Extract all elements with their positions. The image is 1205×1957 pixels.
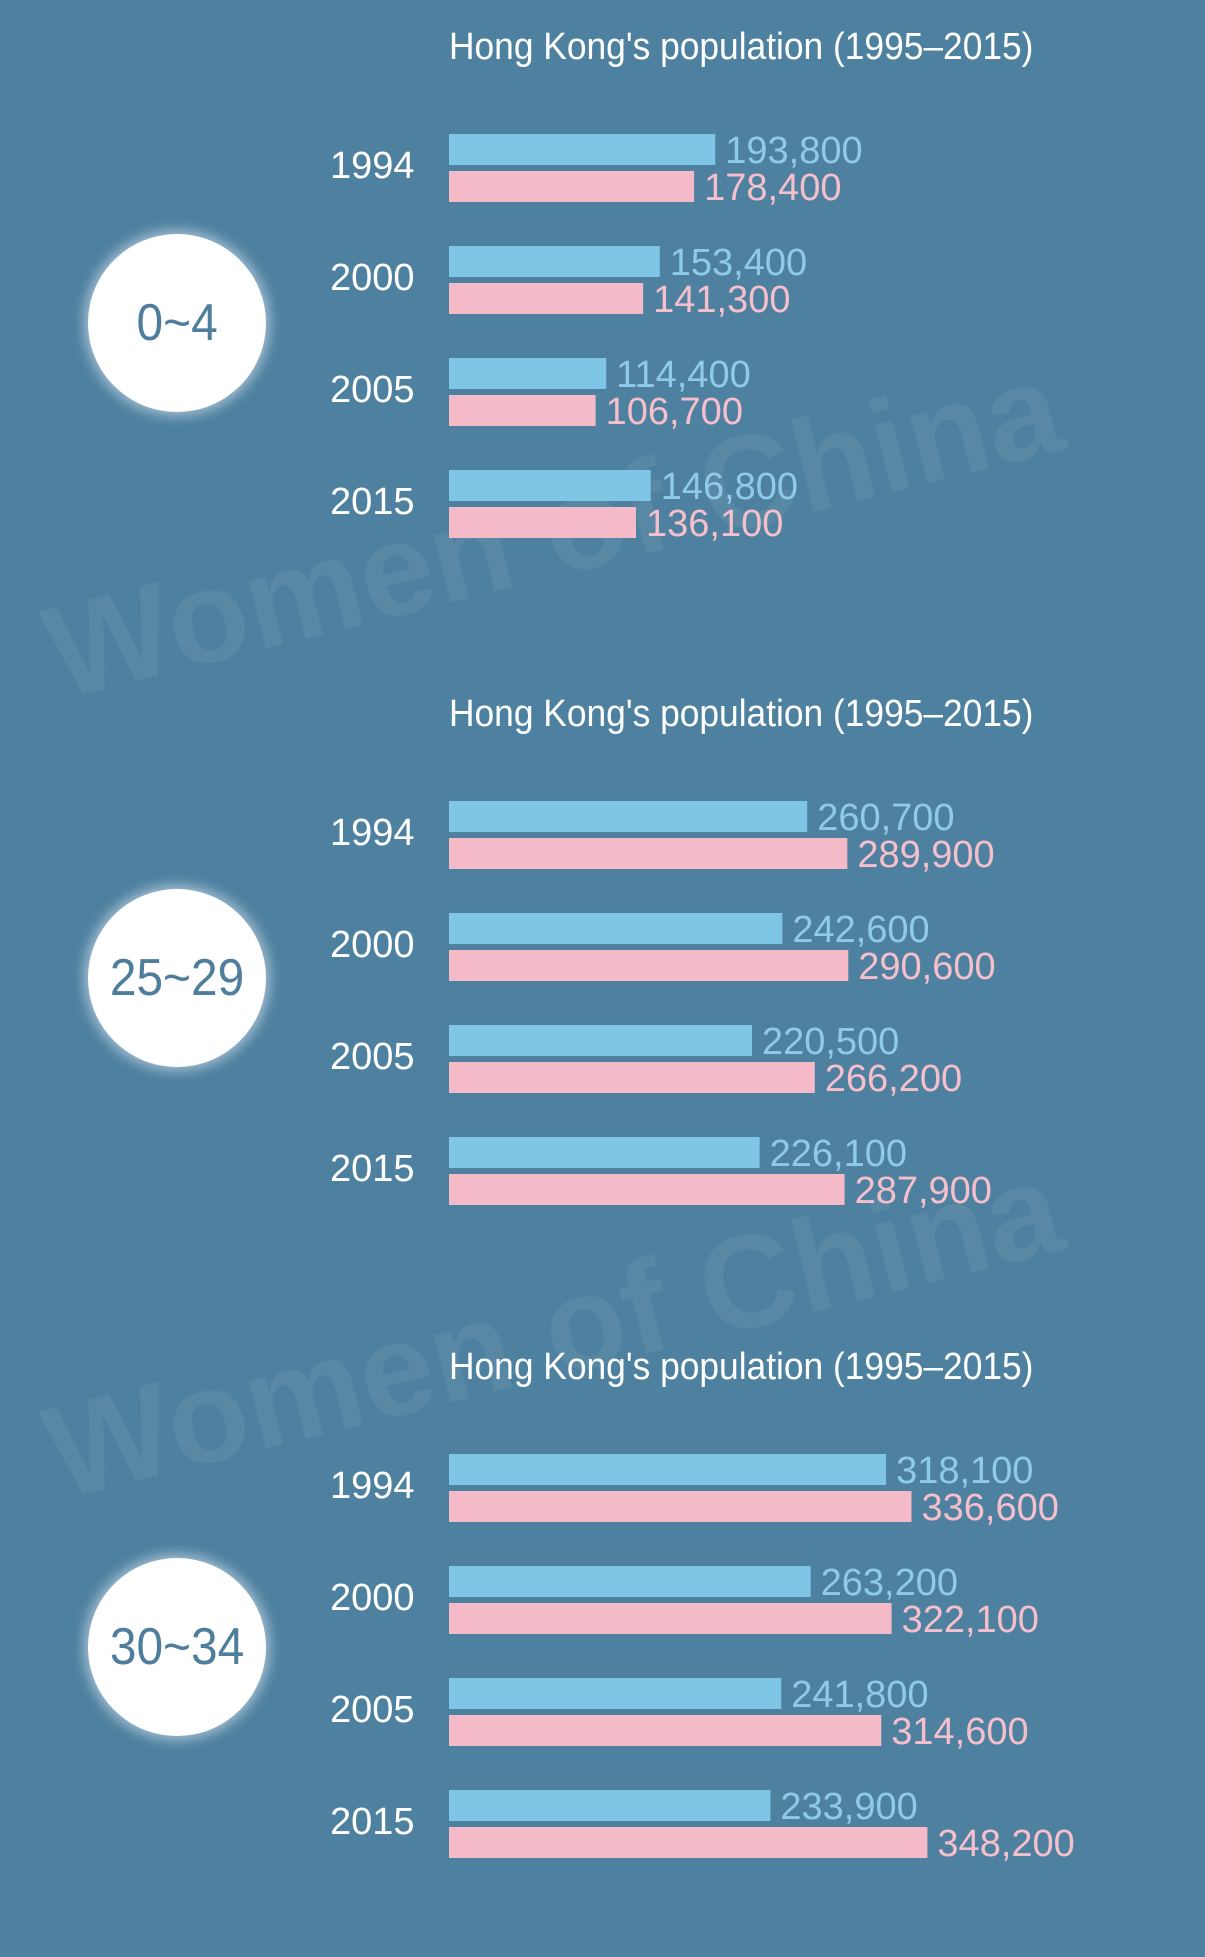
year-label: 2015 bbox=[330, 1148, 415, 1190]
value-label-female: 266,200 bbox=[825, 1058, 962, 1100]
value-label-female: 348,200 bbox=[937, 1823, 1074, 1865]
bar-male bbox=[449, 358, 607, 389]
year-label: 1994 bbox=[330, 812, 415, 854]
value-label-male: 318,100 bbox=[896, 1450, 1033, 1492]
chart-panel-0-4: Hong Kong's population (1995–2015) 0~4 1… bbox=[0, 0, 1205, 560]
value-label-male: 226,100 bbox=[770, 1133, 907, 1175]
bar-male bbox=[449, 1025, 752, 1056]
chart-panel-25-29: Hong Kong's population (1995–2015) 25~29… bbox=[0, 667, 1205, 1227]
bar-female bbox=[449, 1491, 912, 1522]
value-label-female: 314,600 bbox=[891, 1711, 1028, 1753]
value-label-female: 289,900 bbox=[857, 834, 994, 876]
bar-male bbox=[449, 1566, 811, 1597]
bar-male bbox=[449, 1137, 760, 1168]
bar-female bbox=[449, 171, 695, 202]
bar-female bbox=[449, 1062, 815, 1093]
bar-male bbox=[449, 470, 651, 501]
bar-male bbox=[449, 801, 808, 832]
year-label: 1994 bbox=[330, 145, 415, 187]
value-label-male: 263,200 bbox=[821, 1562, 958, 1604]
age-group-label: 30~34 bbox=[109, 1618, 245, 1676]
bar-male bbox=[449, 1678, 782, 1709]
chart-title: Hong Kong's population (1995–2015) bbox=[449, 1346, 1034, 1388]
bar-female bbox=[449, 507, 637, 538]
age-group-label: 0~4 bbox=[136, 294, 218, 352]
year-label: 1994 bbox=[330, 1465, 415, 1507]
value-label-male: 241,800 bbox=[791, 1674, 928, 1716]
value-label-female: 178,400 bbox=[704, 167, 841, 209]
value-label-female: 290,600 bbox=[858, 946, 995, 988]
bar-female bbox=[449, 283, 644, 314]
bar-male bbox=[449, 1454, 887, 1485]
bar-male bbox=[449, 246, 660, 277]
value-label-female: 336,600 bbox=[921, 1487, 1058, 1529]
bar-female bbox=[449, 1174, 845, 1205]
bar-male bbox=[449, 134, 716, 165]
year-label: 2005 bbox=[330, 1036, 415, 1078]
bar-female bbox=[449, 1715, 882, 1746]
value-label-male: 220,500 bbox=[762, 1021, 899, 1063]
value-label-male: 242,600 bbox=[792, 909, 929, 951]
age-group-badge: 25~29 bbox=[88, 889, 266, 1067]
year-label: 2000 bbox=[330, 257, 415, 299]
chart-title: Hong Kong's population (1995–2015) bbox=[449, 26, 1034, 68]
value-label-female: 136,100 bbox=[646, 503, 783, 545]
value-label-female: 287,900 bbox=[855, 1170, 992, 1212]
year-label: 2005 bbox=[330, 369, 415, 411]
value-label-female: 322,100 bbox=[902, 1599, 1039, 1641]
value-label-female: 106,700 bbox=[606, 391, 743, 433]
value-label-male: 260,700 bbox=[817, 797, 954, 839]
year-label: 2005 bbox=[330, 1689, 415, 1731]
bar-female bbox=[449, 950, 849, 981]
value-label-male: 193,800 bbox=[725, 130, 862, 172]
chart-title: Hong Kong's population (1995–2015) bbox=[449, 693, 1034, 735]
bar-female bbox=[449, 1603, 892, 1634]
value-label-male: 153,400 bbox=[670, 242, 807, 284]
age-group-badge: 30~34 bbox=[88, 1558, 266, 1736]
value-label-female: 141,300 bbox=[653, 279, 790, 321]
value-label-male: 114,400 bbox=[616, 354, 751, 396]
year-label: 2000 bbox=[330, 1577, 415, 1619]
age-group-badge: 0~4 bbox=[88, 234, 266, 412]
year-label: 2000 bbox=[330, 924, 415, 966]
bar-female bbox=[449, 395, 596, 426]
chart-panel-30-34: Hong Kong's population (1995–2015) 30~34… bbox=[0, 1320, 1205, 1880]
year-label: 2015 bbox=[330, 1801, 415, 1843]
bar-male bbox=[449, 1790, 771, 1821]
value-label-male: 146,800 bbox=[661, 466, 798, 508]
bar-female bbox=[449, 1827, 928, 1858]
bar-male bbox=[449, 913, 783, 944]
age-group-label: 25~29 bbox=[109, 949, 245, 1007]
year-label: 2015 bbox=[330, 481, 415, 523]
value-label-male: 233,900 bbox=[780, 1786, 917, 1828]
bar-female bbox=[449, 838, 848, 869]
